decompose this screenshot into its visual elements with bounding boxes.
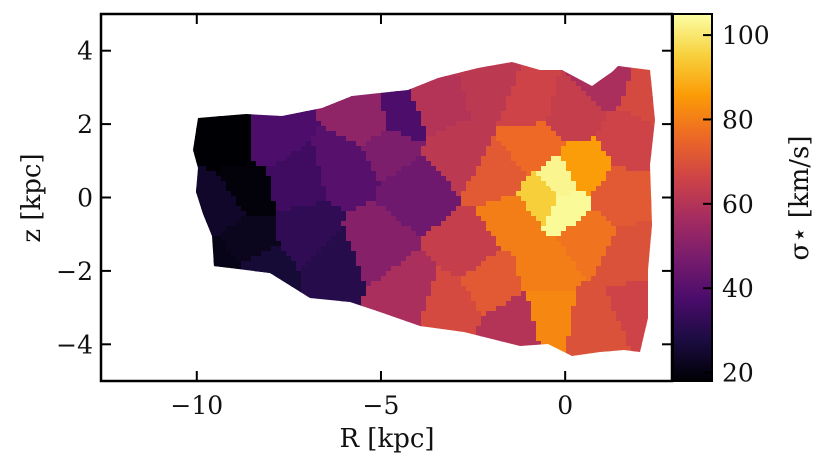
colorbar	[672, 13, 713, 382]
region-14	[364, 236, 383, 255]
region-33	[563, 104, 582, 123]
region-30	[548, 173, 567, 192]
colorbar-tick-label: 80	[722, 105, 754, 134]
region-28	[534, 254, 553, 273]
region-39	[618, 129, 637, 148]
region-10	[335, 159, 354, 178]
region-27	[523, 137, 542, 156]
region-34	[574, 159, 593, 178]
region-41	[629, 298, 648, 317]
region-26	[504, 210, 523, 229]
colorbar-tick-label: 100	[722, 21, 770, 50]
region-42	[637, 85, 655, 104]
region-6	[254, 261, 273, 280]
region-12	[379, 137, 398, 156]
region-23	[489, 166, 508, 185]
y-tick-label: −2	[56, 257, 93, 286]
region-4	[239, 232, 258, 251]
region-32	[537, 309, 556, 328]
region-13	[390, 107, 409, 126]
region-40	[622, 247, 641, 266]
region-36	[585, 316, 604, 335]
x-tick-label: −5	[363, 391, 400, 420]
region-24	[511, 316, 530, 335]
x-tick-label: −10	[170, 391, 223, 420]
colorbar-tick-label: 60	[722, 190, 754, 219]
region-18	[434, 294, 453, 313]
x-axis: −10 −5 0	[170, 14, 573, 420]
region-17	[427, 93, 446, 112]
region-16	[408, 181, 427, 200]
region-20	[460, 239, 479, 258]
region-31	[556, 199, 575, 218]
region-3	[261, 129, 280, 148]
region-8	[298, 225, 317, 244]
y-tick-label: −4	[56, 330, 93, 359]
colorbar-axis: 20 40 60 80 100	[703, 21, 770, 388]
region-7	[287, 170, 306, 189]
region-19	[449, 144, 468, 163]
region-5	[209, 258, 228, 277]
y-tick-label: 4	[77, 37, 93, 66]
region-9	[324, 250, 343, 269]
y-axis-label: z [kpc]	[17, 153, 47, 242]
region-38	[607, 188, 626, 207]
y-tick-label: 2	[77, 110, 93, 139]
colorbar-tick-label: 20	[722, 359, 754, 388]
colorbar-label: σ⋆ [km/s]	[785, 135, 815, 260]
region-21	[482, 78, 501, 97]
galaxy-map	[193, 62, 655, 356]
region-11	[360, 111, 379, 130]
x-tick-label: 0	[557, 391, 573, 420]
y-axis: −4 −2 0 2 4	[56, 37, 672, 359]
region-2	[213, 195, 232, 214]
region-25	[519, 93, 538, 112]
colorbar-tick-label: 40	[722, 274, 754, 303]
x-axis-label: R [kpc]	[339, 424, 434, 454]
region-0	[224, 129, 243, 148]
region-15	[401, 283, 420, 302]
region-35	[578, 225, 597, 244]
region-37	[596, 71, 615, 90]
region-22	[482, 269, 501, 288]
y-tick-label: 0	[77, 184, 93, 213]
heatmap-panel	[193, 62, 655, 356]
region-1	[235, 181, 254, 200]
region-29	[534, 188, 553, 207]
